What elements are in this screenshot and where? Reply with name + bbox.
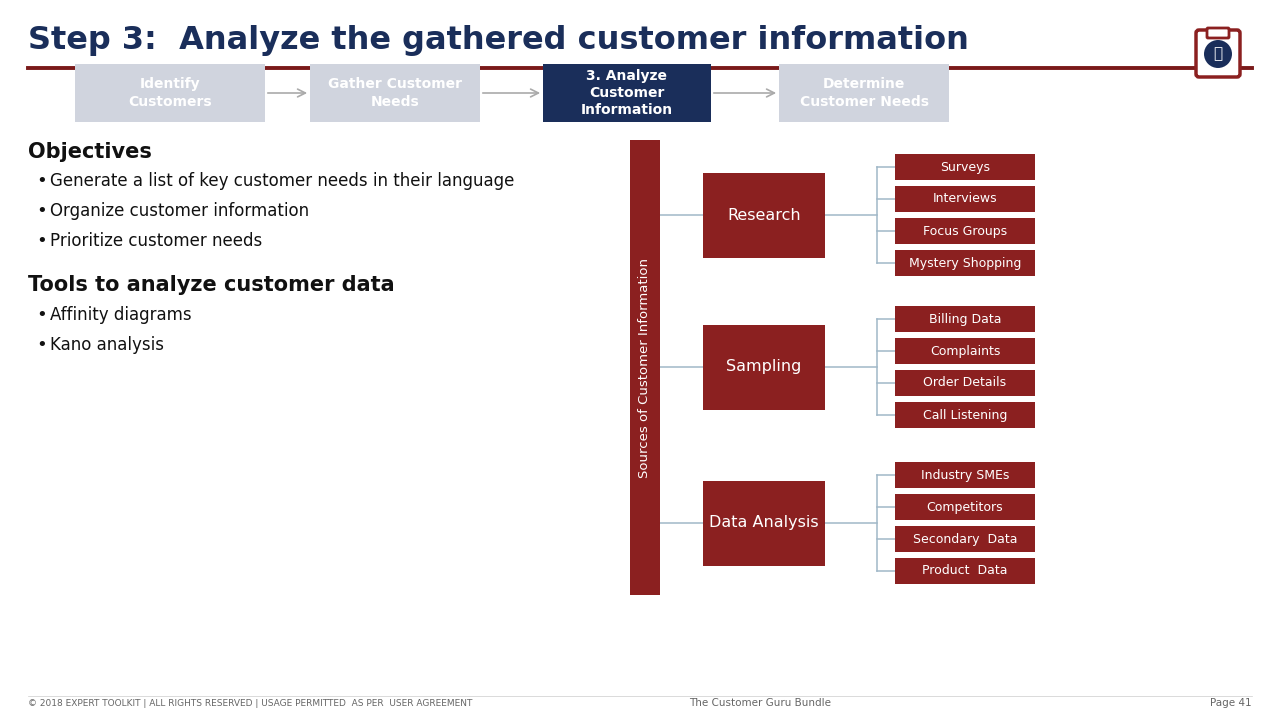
FancyBboxPatch shape [895, 558, 1036, 584]
Text: Order Details: Order Details [923, 377, 1006, 390]
Text: The Customer Guru Bundle: The Customer Guru Bundle [689, 698, 831, 708]
FancyBboxPatch shape [895, 494, 1036, 520]
FancyBboxPatch shape [895, 218, 1036, 244]
FancyBboxPatch shape [780, 64, 948, 122]
FancyBboxPatch shape [895, 250, 1036, 276]
Text: Data Analysis: Data Analysis [709, 516, 819, 531]
Circle shape [1204, 40, 1231, 68]
FancyBboxPatch shape [630, 140, 660, 595]
Text: Mystery Shopping: Mystery Shopping [909, 256, 1021, 269]
FancyBboxPatch shape [76, 64, 265, 122]
Text: Complaints: Complaints [929, 344, 1000, 358]
FancyBboxPatch shape [895, 154, 1036, 180]
Text: Competitors: Competitors [927, 500, 1004, 513]
Text: Secondary  Data: Secondary Data [913, 533, 1018, 546]
FancyBboxPatch shape [895, 370, 1036, 396]
FancyBboxPatch shape [895, 526, 1036, 552]
FancyBboxPatch shape [895, 402, 1036, 428]
Text: Billing Data: Billing Data [929, 312, 1001, 325]
Text: Page 41: Page 41 [1211, 698, 1252, 708]
Text: Gather Customer
Needs: Gather Customer Needs [328, 77, 462, 109]
FancyBboxPatch shape [1207, 28, 1229, 38]
Text: Step 3:  Analyze the gathered customer information: Step 3: Analyze the gathered customer in… [28, 25, 969, 56]
FancyBboxPatch shape [895, 338, 1036, 364]
Text: •: • [36, 232, 47, 250]
Text: Sources of Customer Information: Sources of Customer Information [639, 258, 652, 477]
FancyBboxPatch shape [895, 306, 1036, 332]
Text: Product  Data: Product Data [923, 564, 1007, 577]
Text: Sampling: Sampling [726, 359, 801, 374]
FancyBboxPatch shape [543, 64, 710, 122]
Text: Call Listening: Call Listening [923, 408, 1007, 421]
Text: Tools to analyze customer data: Tools to analyze customer data [28, 275, 394, 295]
Text: Industry SMEs: Industry SMEs [920, 469, 1009, 482]
FancyBboxPatch shape [703, 480, 826, 565]
FancyBboxPatch shape [895, 186, 1036, 212]
Text: Prioritize customer needs: Prioritize customer needs [50, 232, 262, 250]
FancyBboxPatch shape [703, 173, 826, 258]
Text: Organize customer information: Organize customer information [50, 202, 310, 220]
Text: Research: Research [727, 207, 801, 222]
Text: •: • [36, 336, 47, 354]
Text: © 2018 EXPERT TOOLKIT | ALL RIGHTS RESERVED | USAGE PERMITTED  AS PER  USER AGRE: © 2018 EXPERT TOOLKIT | ALL RIGHTS RESER… [28, 699, 472, 708]
Text: Affinity diagrams: Affinity diagrams [50, 306, 192, 324]
Text: Generate a list of key customer needs in their language: Generate a list of key customer needs in… [50, 172, 515, 190]
Text: 🔧: 🔧 [1213, 47, 1222, 61]
Text: Interviews: Interviews [933, 192, 997, 205]
Text: Surveys: Surveys [940, 161, 989, 174]
FancyBboxPatch shape [1196, 30, 1240, 77]
Text: Focus Groups: Focus Groups [923, 225, 1007, 238]
Text: Kano analysis: Kano analysis [50, 336, 164, 354]
Text: 3. Analyze
Customer
Information: 3. Analyze Customer Information [581, 68, 673, 117]
FancyBboxPatch shape [895, 462, 1036, 488]
Text: Determine
Customer Needs: Determine Customer Needs [800, 77, 928, 109]
FancyBboxPatch shape [310, 64, 480, 122]
Text: Identify
Customers: Identify Customers [128, 77, 211, 109]
Text: •: • [36, 172, 47, 190]
Text: •: • [36, 202, 47, 220]
FancyBboxPatch shape [703, 325, 826, 410]
Text: Objectives: Objectives [28, 142, 152, 162]
Text: •: • [36, 306, 47, 324]
